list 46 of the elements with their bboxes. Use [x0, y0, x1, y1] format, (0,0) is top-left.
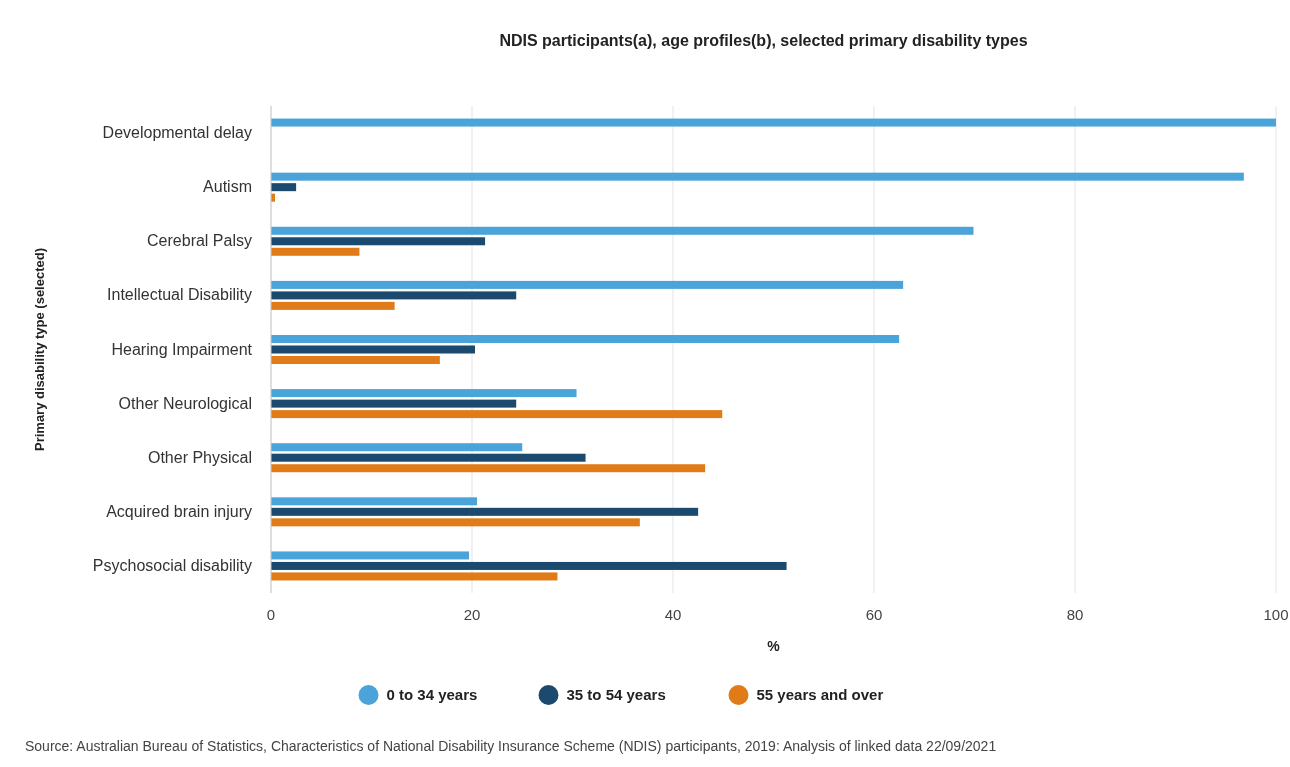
- bar: [271, 497, 478, 506]
- x-axis-title: %: [767, 638, 781, 654]
- bar: [271, 301, 395, 310]
- y-axis-title: Primary disability type (selected): [32, 247, 47, 452]
- bar: [271, 356, 440, 364]
- y-tick-label: Developmental delay: [102, 124, 252, 142]
- bar: [271, 464, 706, 473]
- bar: [271, 453, 586, 462]
- bar: [271, 399, 517, 408]
- legend-label: 35 to 54 years: [566, 686, 666, 703]
- source-note: Source: Australian Bureau of Statistics, Characteristics of National Disability Insurance Scheme (NDIS) participants, 2019: Analysis of linked data 22/09/2021: [25, 738, 997, 754]
- bar: [271, 118, 1276, 127]
- legend-label: 55 years and over: [756, 686, 884, 703]
- bar: [271, 410, 723, 419]
- bar: [271, 507, 699, 516]
- y-tick-label: Other Physical: [147, 448, 252, 466]
- bar: [271, 443, 523, 452]
- bar: [271, 291, 517, 300]
- x-tick-label: 0: [266, 606, 276, 623]
- bar: [271, 389, 577, 398]
- y-tick-label: Hearing Impairment: [111, 340, 253, 358]
- bar: [271, 518, 640, 527]
- x-tick-label: 100: [1263, 606, 1289, 623]
- bar: [271, 572, 558, 581]
- bar: [271, 226, 974, 235]
- y-tick-label: Psychosocial disability: [92, 556, 252, 574]
- x-tick-label: 20: [463, 606, 481, 623]
- bar: [271, 345, 476, 354]
- bar: [271, 561, 787, 570]
- bar: [271, 237, 486, 246]
- y-tick-label: Other Neurological: [118, 394, 252, 412]
- x-tick-label: 80: [1066, 606, 1084, 623]
- y-tick-label: Cerebral Palsy: [147, 232, 252, 250]
- bar: [271, 280, 904, 289]
- legend-label: 0 to 34 years: [386, 686, 478, 703]
- bar: [271, 172, 1244, 181]
- chart-title: NDIS participants(a), age profiles(b), selected primary disability types: [499, 32, 1028, 49]
- bar: [271, 247, 360, 256]
- y-tick-label: Autism: [203, 178, 252, 196]
- bar: [271, 183, 297, 192]
- x-tick-label: 60: [865, 606, 883, 623]
- y-tick-label: Intellectual Disability: [107, 286, 252, 304]
- bar: [271, 335, 900, 343]
- y-tick-label: Acquired brain injury: [106, 502, 252, 520]
- bar: [271, 551, 469, 560]
- x-tick-label: 40: [664, 606, 682, 623]
